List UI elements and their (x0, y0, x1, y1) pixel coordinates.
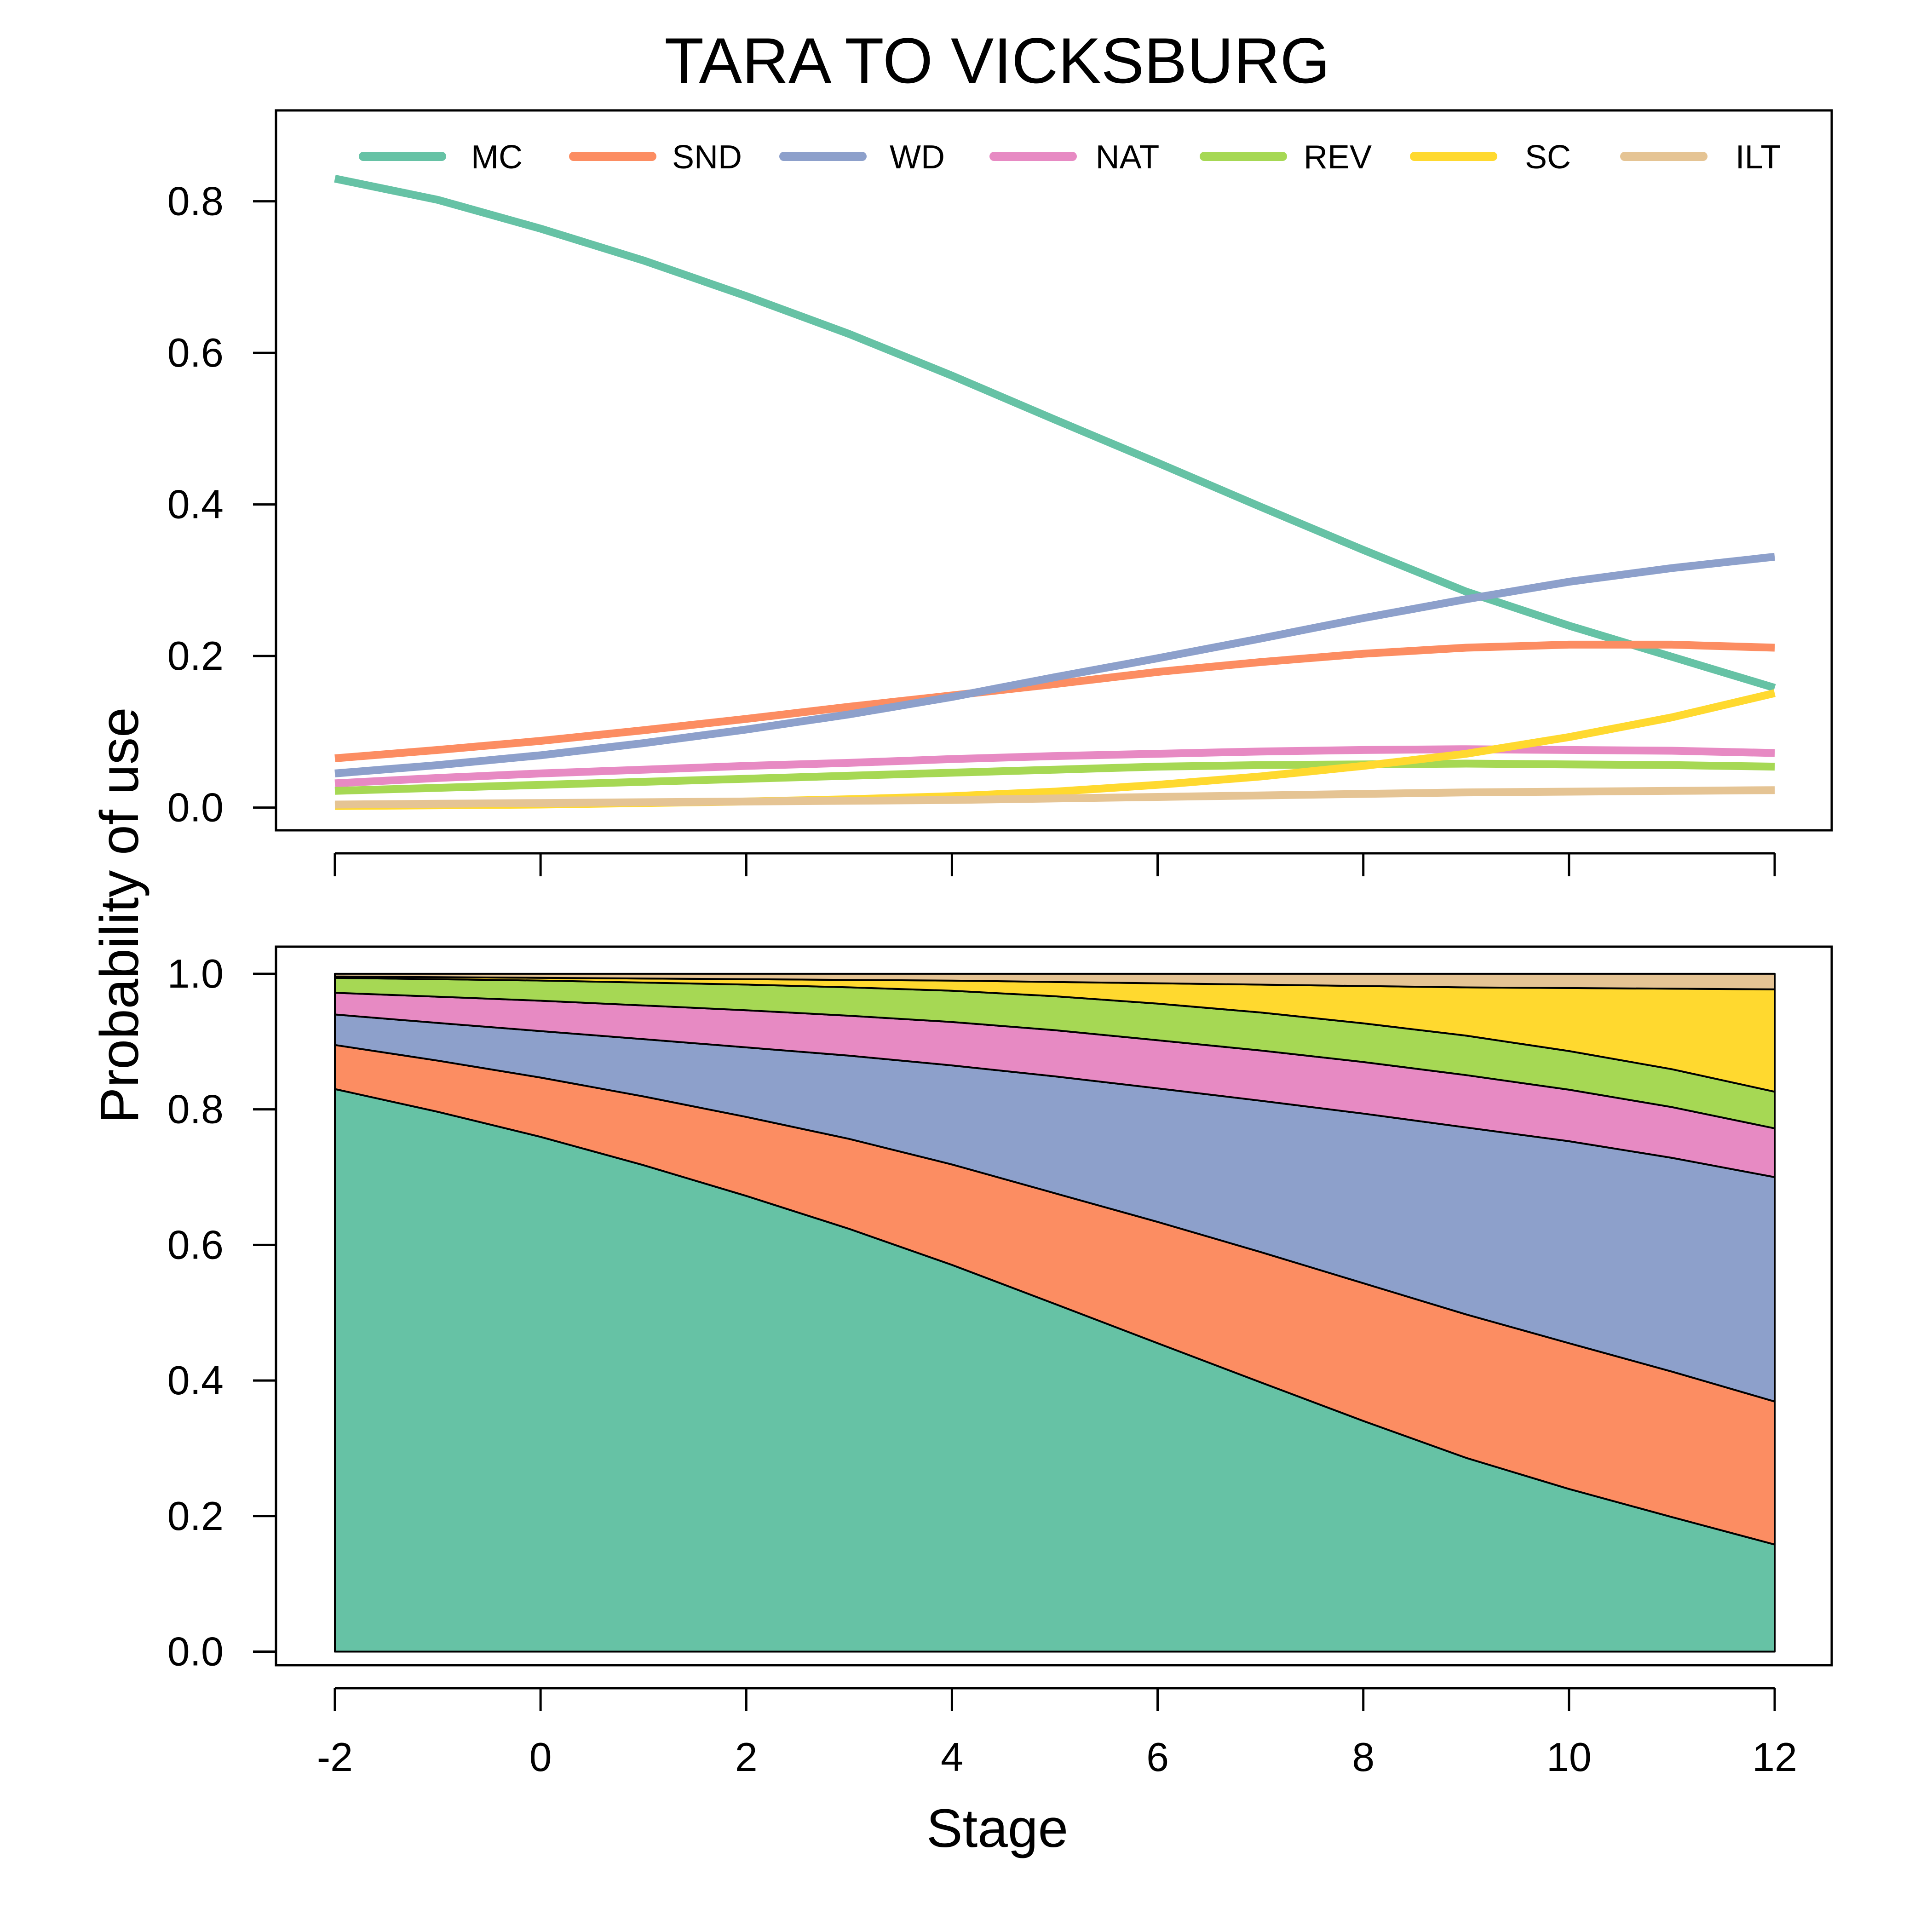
x-tick-label: 10 (1547, 1734, 1592, 1780)
series-line-wd (334, 552, 1775, 777)
series-line-nat (334, 745, 1775, 788)
y-tick-label: 0.4 (167, 482, 224, 527)
y-tick-label: 1.0 (167, 951, 224, 996)
x-tick-label: -2 (317, 1734, 353, 1780)
chart-title: TARA TO VICKSBURG (664, 24, 1330, 97)
legend-label-nat: NAT (1096, 139, 1160, 176)
y-tick-label: 0.2 (167, 1493, 224, 1539)
y-tick-label: 0.8 (167, 1087, 224, 1132)
x-tick-label: 0 (529, 1734, 552, 1780)
y-tick-label: 0.6 (167, 330, 224, 375)
stacked-area-ilt (334, 972, 1776, 990)
legend-label-ilt: ILT (1736, 139, 1781, 176)
x-tick-label: 2 (735, 1734, 758, 1780)
legend-label-wd: WD (890, 139, 945, 176)
legend-label-snd: SND (672, 139, 742, 176)
y-tick-label: 0.6 (167, 1222, 224, 1267)
x-tick-label: 4 (941, 1734, 963, 1780)
y-axis-label: Probability of use (89, 707, 150, 1123)
stacked-area-panel: -2 0 2 4 6 8 10 12 0.0 0.2 0.4 0.6 0.8 1.0 (167, 945, 1833, 1780)
series-line-rev (334, 759, 1775, 795)
x-tick-label: 6 (1146, 1734, 1169, 1780)
y-tick-label: 0.0 (167, 1629, 224, 1674)
y-tick-label: 0.2 (167, 633, 224, 678)
line-panel: MC SND WD NAT REV SC ILT 0.0 0.2 0.4 0.6 0.8 (167, 109, 1833, 876)
y-tick-label: 0.0 (167, 785, 224, 830)
legend-label-sc: SC (1525, 139, 1571, 176)
y-tick-label: 0.8 (167, 178, 224, 224)
series-lines (334, 174, 1776, 810)
chart-legend: MC SND WD NAT REV SC ILT (359, 139, 1781, 176)
x-tick-label: 12 (1752, 1734, 1797, 1780)
y-tick-label: 0.4 (167, 1357, 224, 1403)
stacked-areas (334, 972, 1776, 1653)
series-line-mc (334, 174, 1776, 692)
series-line-snd (334, 640, 1775, 762)
legend-label-mc: MC (471, 139, 523, 176)
x-tick-label: 8 (1352, 1734, 1374, 1780)
legend-label-rev: REV (1304, 139, 1372, 176)
series-line-ilt (334, 786, 1775, 809)
x-axis-label: Stage (926, 1798, 1068, 1859)
